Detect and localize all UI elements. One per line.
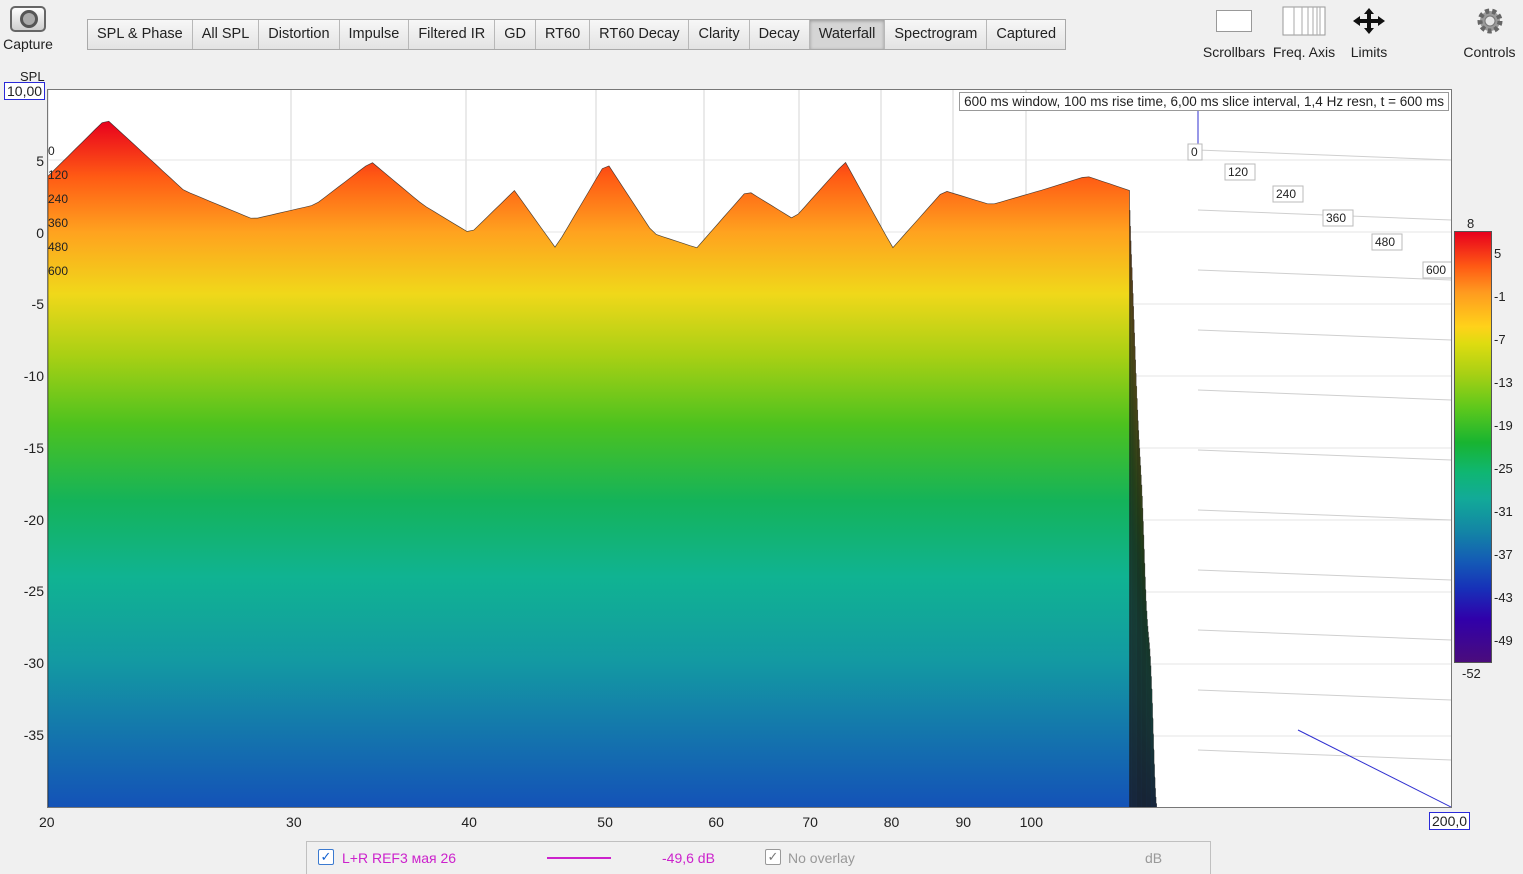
color-scale-label: -19 bbox=[1494, 418, 1513, 433]
x-tick-label: 90 bbox=[955, 814, 972, 830]
time-label-box bbox=[1371, 233, 1403, 251]
time-label-right: 360 bbox=[1326, 211, 1346, 225]
time-label-right: 120 bbox=[1228, 165, 1248, 179]
x-tick-label: 20 bbox=[39, 814, 55, 830]
measurement-checkbox[interactable]: ✓ bbox=[318, 849, 334, 865]
capture-button[interactable]: Capture bbox=[0, 6, 56, 52]
time-label-left: 600 bbox=[48, 264, 68, 278]
tab-waterfall[interactable]: Waterfall bbox=[809, 20, 886, 49]
color-scale-bar bbox=[1454, 231, 1492, 663]
freq-axis-button[interactable]: Freq. Axis bbox=[1271, 6, 1337, 60]
x-tick-label: 40 bbox=[461, 814, 477, 830]
waterfall-chart: 0 120 240 360 480 600 0 120 240 360 480 600 bbox=[48, 90, 1451, 807]
time-label-box bbox=[1422, 261, 1451, 279]
tab-all-spl[interactable]: All SPL bbox=[192, 20, 260, 49]
measurement-value: -49,6 dB bbox=[662, 850, 715, 866]
x-right-limit[interactable]: 200,0 bbox=[1429, 812, 1471, 830]
time-label-box bbox=[1322, 209, 1354, 227]
plot-info-text: 600 ms window, 100 ms rise time, 6,00 ms… bbox=[959, 92, 1449, 111]
x-tick-label: 80 bbox=[883, 814, 900, 830]
camera-icon bbox=[10, 6, 46, 32]
y-top-limit[interactable]: 10,00 bbox=[4, 82, 46, 100]
time-label-box bbox=[1272, 185, 1304, 203]
scrollbars-icon bbox=[1216, 10, 1252, 32]
time-label-left: 240 bbox=[48, 192, 68, 206]
y-tick-label: -20 bbox=[23, 511, 44, 528]
freq-axis-label: Freq. Axis bbox=[1272, 44, 1336, 60]
y-axis-title: SPL bbox=[20, 69, 45, 84]
time-label-left: 120 bbox=[48, 168, 68, 182]
measurement-name: L+R REF3 мая 26 bbox=[342, 850, 457, 866]
color-scale-label: -31 bbox=[1494, 504, 1513, 519]
time-label-right: 480 bbox=[1375, 235, 1395, 249]
y-tick-label: -25 bbox=[23, 583, 44, 600]
time-label-left: 0 bbox=[48, 144, 55, 158]
controls-button[interactable]: Controls bbox=[1456, 6, 1523, 60]
color-scale-label: -52 bbox=[1462, 666, 1481, 681]
time-label-right: 240 bbox=[1276, 187, 1296, 201]
waterfall-plot[interactable]: 600 ms window, 100 ms rise time, 6,00 ms… bbox=[47, 89, 1452, 808]
measurement-line-swatch bbox=[547, 857, 611, 859]
scrollbars-label: Scrollbars bbox=[1202, 44, 1266, 60]
y-tick-label: -30 bbox=[23, 655, 44, 671]
time-label-right: 600 bbox=[1426, 263, 1446, 277]
scrollbars-button[interactable]: Scrollbars bbox=[1198, 6, 1270, 60]
tab-distortion[interactable]: Distortion bbox=[259, 20, 340, 49]
tab-filtered-ir[interactable]: Filtered IR bbox=[409, 20, 496, 49]
x-tick-label: 50 bbox=[597, 814, 613, 830]
gear-icon bbox=[1477, 8, 1502, 34]
color-scale-label: -1 bbox=[1494, 289, 1506, 304]
color-scale-label: -49 bbox=[1494, 633, 1513, 648]
time-label-left: 360 bbox=[48, 216, 68, 230]
time-label-right: 0 bbox=[1191, 145, 1198, 159]
y-tick-label: -35 bbox=[23, 726, 44, 743]
tab-spl-phase[interactable]: SPL & Phase bbox=[88, 20, 193, 49]
limits-label: Limits bbox=[1350, 44, 1388, 60]
controls-label: Controls bbox=[1463, 44, 1516, 60]
tab-clarity[interactable]: Clarity bbox=[689, 20, 750, 49]
y-tick-label: -15 bbox=[23, 439, 44, 456]
y-tick-label: 0 bbox=[36, 224, 44, 241]
tab-rt60-decay[interactable]: RT60 Decay bbox=[590, 20, 690, 49]
color-scale-label: 5 bbox=[1494, 246, 1502, 261]
y-tick-label: 5 bbox=[36, 152, 44, 169]
color-scale-label: -37 bbox=[1494, 547, 1513, 562]
tab-bar: SPL & Phase All SPL Distortion Impulse Filte… bbox=[87, 19, 1067, 50]
limits-icon bbox=[1353, 8, 1385, 34]
x-tick-label: 30 bbox=[286, 814, 302, 830]
color-scale-label: -25 bbox=[1494, 461, 1513, 476]
time-label-box bbox=[1224, 163, 1256, 181]
x-tick-label: 100 bbox=[1019, 814, 1043, 830]
tab-impulse[interactable]: Impulse bbox=[339, 20, 410, 49]
y-tick-label: -5 bbox=[31, 296, 44, 313]
waterfall-slice bbox=[48, 120, 1130, 807]
overlay-label: No overlay bbox=[788, 850, 855, 866]
tab-gd[interactable]: GD bbox=[495, 20, 536, 49]
tab-decay[interactable]: Decay bbox=[749, 20, 810, 49]
overlay-checkbox[interactable]: ✓ bbox=[765, 849, 781, 865]
tab-spectrogram[interactable]: Spectrogram bbox=[885, 20, 988, 49]
limits-button[interactable]: Limits bbox=[1340, 6, 1398, 60]
unit-label: dB bbox=[1145, 850, 1163, 866]
y-tick-label: -10 bbox=[23, 368, 44, 384]
tab-captured[interactable]: Captured bbox=[987, 20, 1066, 49]
color-scale-label: -43 bbox=[1494, 590, 1513, 605]
capture-label: Capture bbox=[3, 36, 53, 52]
color-scale-label: 8 bbox=[1467, 216, 1475, 231]
time-label-left: 480 bbox=[48, 240, 68, 254]
color-scale-label: -13 bbox=[1494, 375, 1513, 390]
time-label-box bbox=[1187, 143, 1203, 161]
freq-axis-icon bbox=[1282, 6, 1326, 36]
x-tick-label: 60 bbox=[708, 814, 724, 830]
color-scale-label: -7 bbox=[1494, 332, 1506, 347]
x-tick-label: 70 bbox=[802, 814, 818, 830]
tab-rt60[interactable]: RT60 bbox=[535, 20, 591, 49]
legend-row: ✓ L+R REF3 мая 26 -49,6 dB ✓ No overlay … bbox=[306, 841, 1211, 874]
